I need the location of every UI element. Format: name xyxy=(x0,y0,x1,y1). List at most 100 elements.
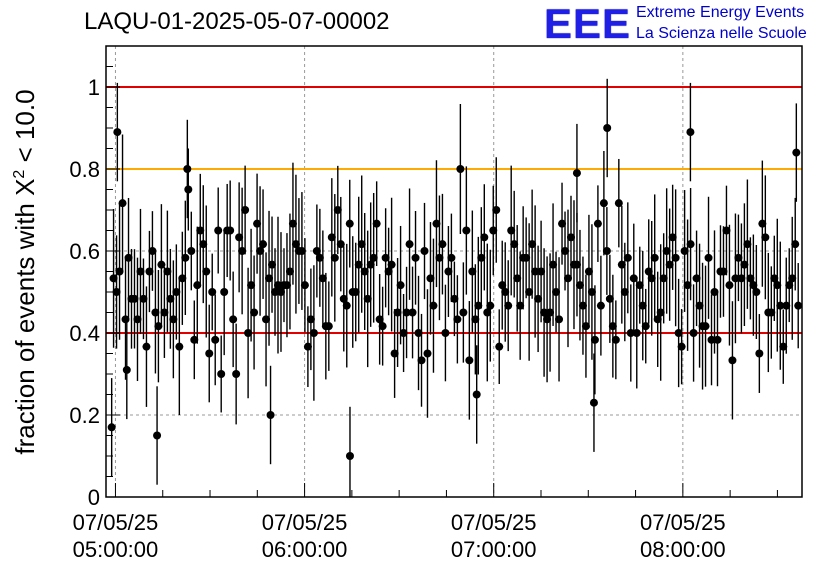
data-point xyxy=(537,267,546,276)
x-tick-label-date: 07/05/25 xyxy=(451,510,537,535)
data-point xyxy=(417,356,426,365)
data-point xyxy=(265,274,274,283)
data-point xyxy=(268,260,277,269)
data-point xyxy=(393,308,402,317)
data-point xyxy=(683,281,692,290)
data-point xyxy=(656,308,665,317)
data-point xyxy=(740,260,749,269)
data-point xyxy=(662,247,671,255)
data-point xyxy=(611,335,620,344)
data-point xyxy=(375,315,384,324)
data-point xyxy=(495,342,504,351)
data-point xyxy=(151,308,160,317)
data-point xyxy=(107,423,116,432)
data-point xyxy=(561,247,570,255)
data-point xyxy=(483,308,492,317)
data-point xyxy=(309,329,318,337)
data-point xyxy=(761,233,770,242)
data-point xyxy=(345,219,354,228)
x-tick-label-time: 07:00:00 xyxy=(451,537,537,562)
data-point xyxy=(638,301,647,310)
data-point xyxy=(525,288,534,296)
data-point xyxy=(572,169,581,178)
data-point xyxy=(235,233,244,242)
data-point xyxy=(602,247,611,255)
data-point xyxy=(166,294,175,303)
data-point xyxy=(474,301,483,310)
data-point xyxy=(336,240,345,249)
data-point xyxy=(402,308,411,317)
data-point xyxy=(549,260,558,269)
data-point xyxy=(369,253,378,262)
data-point xyxy=(589,398,598,407)
data-point xyxy=(534,294,543,303)
data-point xyxy=(572,260,581,269)
data-point xyxy=(109,274,118,283)
data-point xyxy=(617,260,626,269)
data-point xyxy=(447,253,456,262)
data-point xyxy=(202,267,211,276)
data-point xyxy=(713,335,722,344)
data-point xyxy=(450,294,459,303)
data-point xyxy=(746,274,755,283)
data-point xyxy=(124,253,133,262)
data-point xyxy=(792,148,801,157)
data-point xyxy=(752,288,761,296)
y-axis-label: fraction of events with X2 < 10.0 xyxy=(10,89,40,454)
data-point xyxy=(605,294,614,303)
data-point xyxy=(728,356,737,365)
data-point xyxy=(154,322,163,331)
data-point xyxy=(725,281,734,290)
data-point xyxy=(193,281,202,290)
data-point xyxy=(297,247,306,255)
data-point xyxy=(113,128,122,137)
data-point xyxy=(238,247,247,255)
y-axis: 0 0.2 0.4 0.6 0.8 1 xyxy=(69,45,120,510)
data-point xyxy=(429,301,438,310)
data-point xyxy=(620,288,629,296)
data-point xyxy=(122,365,131,374)
data-point xyxy=(782,301,791,310)
x-tick-label-date: 07/05/25 xyxy=(262,510,348,535)
data-point xyxy=(701,322,710,331)
data-point xyxy=(333,206,342,214)
data-point xyxy=(558,219,567,228)
x-tick-label-time: 08:00:00 xyxy=(640,537,726,562)
data-point xyxy=(608,322,617,331)
data-point xyxy=(360,267,369,276)
data-point xyxy=(153,431,162,440)
data-point xyxy=(133,315,142,324)
data-point xyxy=(566,233,575,242)
data-point xyxy=(250,308,259,317)
data-point xyxy=(767,308,776,317)
data-point xyxy=(665,260,674,269)
data-point xyxy=(178,274,187,283)
data-point xyxy=(590,335,599,344)
data-point xyxy=(115,267,124,276)
data-point xyxy=(266,411,275,419)
data-point xyxy=(453,315,462,324)
data-point xyxy=(719,267,728,276)
data-point xyxy=(441,329,450,337)
data-point xyxy=(707,335,716,344)
data-point xyxy=(641,322,650,331)
x-tick-label-time: 05:00:00 xyxy=(73,537,159,562)
data-point xyxy=(351,288,360,296)
data-point xyxy=(593,219,602,228)
data-point xyxy=(674,329,683,337)
data-point xyxy=(629,274,638,283)
y-tick-label: 0 xyxy=(88,485,100,510)
data-point xyxy=(584,267,593,276)
data-point xyxy=(531,267,540,276)
x-tick-label-date: 07/05/25 xyxy=(73,510,159,535)
data-point xyxy=(444,267,453,276)
data-point xyxy=(282,281,291,290)
data-point xyxy=(274,281,283,290)
data-point xyxy=(190,335,199,344)
data-point xyxy=(599,199,608,208)
data-point xyxy=(300,281,309,290)
data-point xyxy=(157,260,166,269)
data-point xyxy=(462,226,471,235)
data-point xyxy=(288,219,297,228)
